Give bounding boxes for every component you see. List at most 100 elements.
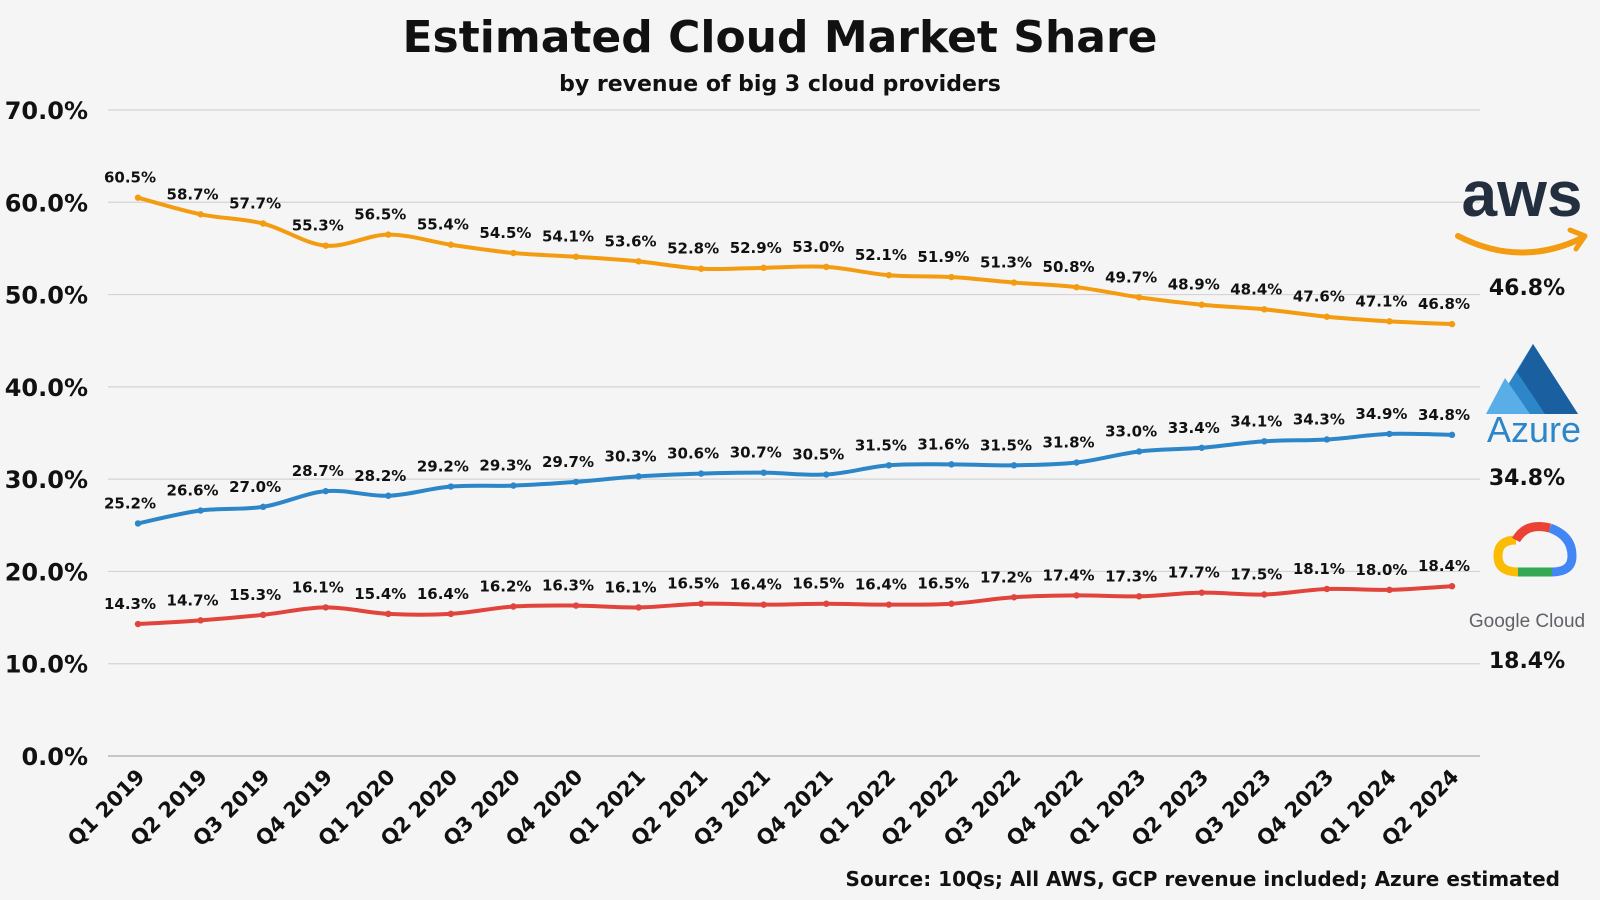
azure-logo-left <box>1486 378 1530 414</box>
azure-data-point <box>1010 462 1018 469</box>
aws-data-point <box>1010 279 1018 286</box>
aws-data-point <box>510 249 517 257</box>
gcp-data-label: 16.3% <box>542 577 594 595</box>
azure-data-label: 27.0% <box>229 478 281 496</box>
aws-data-label: 47.1% <box>1355 292 1407 310</box>
gcp-data-point <box>760 601 767 608</box>
y-tick-label: 30.0% <box>5 466 88 494</box>
aws-data-point <box>697 265 705 272</box>
aws-logo: aws <box>1455 158 1588 256</box>
azure-data-label: 31.6% <box>917 435 969 453</box>
aws-smile-icon <box>1455 233 1585 256</box>
azure-data-point <box>1261 438 1268 445</box>
azure-data-point <box>385 492 392 499</box>
google-cloud-icon <box>1493 522 1577 577</box>
azure-data-point <box>760 469 767 476</box>
azure-data-point <box>1323 436 1331 443</box>
azure-data-label: 33.0% <box>1105 422 1157 440</box>
azure-data-point <box>1386 430 1393 438</box>
aws-data-point <box>197 211 204 218</box>
azure-data-point <box>134 520 142 527</box>
aws-data-label: 46.8% <box>1418 295 1470 313</box>
azure-data-point <box>1198 444 1205 451</box>
gcp-data-label: 17.2% <box>980 568 1032 586</box>
y-tick-label: 40.0% <box>5 374 88 402</box>
aws-data-label: 50.8% <box>1043 258 1095 276</box>
azure-data-label: 28.2% <box>354 467 406 485</box>
gcp-data-point <box>134 620 142 628</box>
aws-data-label: 54.5% <box>479 224 531 242</box>
y-tick-label: 10.0% <box>5 651 88 679</box>
gcp-data-label: 14.3% <box>104 595 156 613</box>
y-axis-ticks: 0.0% 10.0% 20.0% 30.0% 40.0% 50.0% 60.0% 70.0% <box>5 97 88 771</box>
aws-data-point <box>948 273 955 281</box>
azure-data-point <box>322 487 329 495</box>
chart-subtitle: by revenue of big 3 cloud providers <box>559 72 1001 97</box>
y-tick-label: 50.0% <box>5 282 88 310</box>
gcp-data-label: 16.1% <box>292 578 344 596</box>
gcp-data-point <box>1323 585 1331 593</box>
aws-data-label: 58.7% <box>167 185 219 203</box>
aws-data-point <box>259 220 267 227</box>
azure-data-point <box>447 483 455 490</box>
gcp-data-label: 16.1% <box>605 578 657 596</box>
y-tick-label: 0.0% <box>21 743 88 771</box>
aws-data-point <box>1135 294 1143 301</box>
aws-arrow-icon <box>1567 227 1588 252</box>
gcp-data-point <box>572 602 580 609</box>
gcp-data-point <box>1198 589 1205 596</box>
azure-data-point <box>1073 459 1080 466</box>
gcp-data-point <box>510 603 517 610</box>
aws-data-label: 55.3% <box>292 217 344 235</box>
aws-end-label: 46.8% <box>1489 276 1565 301</box>
aws-data-label: 52.8% <box>667 240 719 258</box>
gcp-data-point <box>1261 591 1268 598</box>
aws-data-label: 51.9% <box>917 248 969 266</box>
gcp-data-point <box>1010 594 1018 601</box>
azure-data-label: 31.5% <box>980 436 1032 454</box>
azure-logo-text: Azure <box>1487 409 1581 450</box>
gcp-data-point <box>447 610 455 618</box>
gcp-data-label: 16.4% <box>730 576 782 594</box>
aws-data-point <box>885 271 893 279</box>
azure-data-label: 31.5% <box>855 436 907 454</box>
azure-end-label: 34.8% <box>1489 466 1565 491</box>
gcp-data-point <box>697 600 705 607</box>
google-cloud-logo-text: Google Cloud <box>1469 611 1585 632</box>
aws-data-label: 53.6% <box>605 232 657 250</box>
gcp-data-point <box>885 601 893 608</box>
gcp-data-label: 17.7% <box>1168 564 1220 582</box>
azure-logo-shade <box>1517 344 1578 414</box>
aws-data-point <box>322 242 329 249</box>
azure-data-label: 29.3% <box>479 457 531 475</box>
google-cloud-logo: Google Cloud <box>1469 522 1585 632</box>
azure-data-point <box>197 507 204 514</box>
gcp-data-point <box>197 617 204 624</box>
gcp-data-label: 18.0% <box>1355 561 1407 579</box>
azure-data-label: 29.2% <box>417 458 469 476</box>
aws-data-point <box>635 258 642 265</box>
azure-data-label: 29.7% <box>542 453 594 471</box>
data-labels: 60.5% 58.7% 57.7% 55.3% 56.5% 55.4% 54.5% 54.1%… <box>104 169 1470 613</box>
azure-series-line <box>136 431 1454 526</box>
aws-data-point <box>1198 301 1205 308</box>
y-tick-label: 20.0% <box>5 558 88 586</box>
azure-data-label: 30.6% <box>667 445 719 463</box>
azure-data-point <box>510 482 517 489</box>
y-tick-label: 60.0% <box>5 189 88 217</box>
aws-data-label: 47.6% <box>1293 288 1345 306</box>
gcp-data-label: 15.3% <box>229 586 281 604</box>
aws-data-label: 51.3% <box>980 254 1032 272</box>
aws-data-label: 48.9% <box>1168 276 1220 294</box>
azure-data-point <box>948 461 955 468</box>
aws-data-point <box>134 194 142 201</box>
azure-data-point <box>885 462 893 469</box>
source-note: Source: 10Qs; All AWS, GCP revenue inclu… <box>846 867 1560 891</box>
gcp-data-point <box>1135 593 1143 600</box>
gcp-data-point <box>948 600 955 607</box>
azure-data-label: 34.9% <box>1355 405 1407 423</box>
azure-data-label: 34.1% <box>1230 412 1282 430</box>
aws-data-label: 49.7% <box>1105 268 1157 286</box>
gcp-data-point <box>1448 582 1456 590</box>
